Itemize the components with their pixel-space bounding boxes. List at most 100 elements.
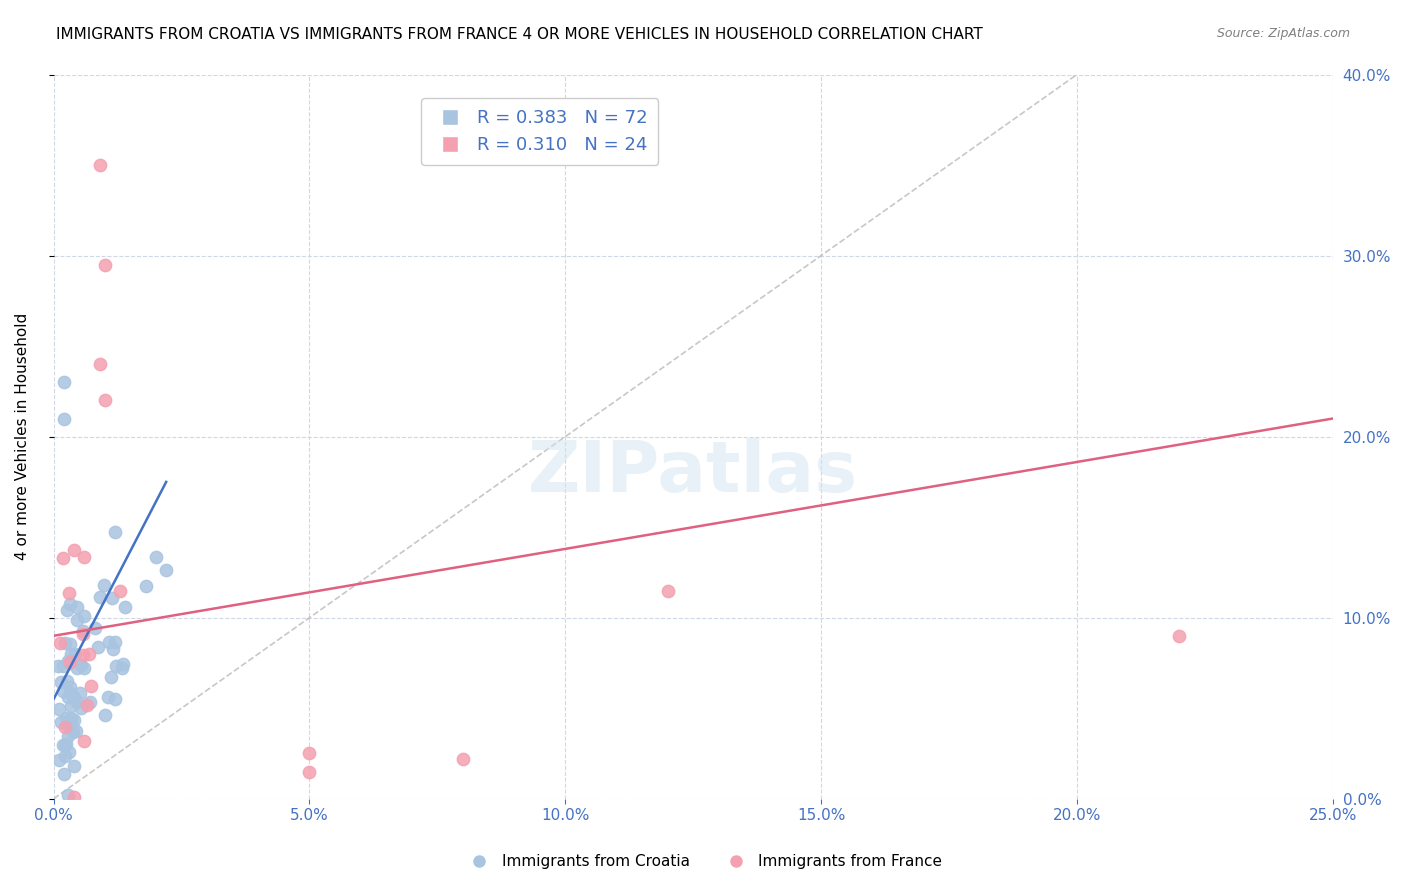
Immigrants from Croatia: [59, 637, 82, 651]
Immigrants from Croatia: [52, 658, 75, 673]
Immigrants from Croatia: [98, 634, 121, 648]
Immigrants from Croatia: [63, 691, 86, 706]
Immigrants from Croatia: [55, 711, 77, 725]
Immigrants from France: [63, 789, 86, 804]
Immigrants from Croatia: [111, 660, 134, 674]
Immigrants from France: [89, 357, 111, 371]
Immigrants from Croatia: [112, 657, 135, 671]
Legend: R = 0.383   N = 72, R = 0.310   N = 24: R = 0.383 N = 72, R = 0.310 N = 24: [420, 98, 658, 165]
Immigrants from Croatia: [51, 738, 73, 752]
Immigrants from Croatia: [49, 715, 72, 730]
Immigrants from Croatia: [94, 707, 117, 722]
Immigrants from Croatia: [66, 600, 89, 615]
Immigrants from France: [451, 752, 474, 766]
Immigrants from Croatia: [59, 698, 82, 713]
Immigrants from France: [58, 586, 80, 600]
Immigrants from Croatia: [58, 788, 80, 802]
Immigrants from Croatia: [65, 724, 87, 739]
Immigrants from France: [49, 636, 72, 650]
Immigrants from France: [89, 158, 111, 172]
Immigrants from Croatia: [53, 635, 76, 649]
Immigrants from Croatia: [73, 609, 96, 624]
Immigrants from Croatia: [93, 577, 115, 591]
Immigrants from France: [298, 764, 321, 779]
Immigrants from Croatia: [101, 642, 124, 657]
Immigrants from Croatia: [56, 714, 79, 729]
Immigrants from Croatia: [59, 686, 82, 700]
Immigrants from Croatia: [56, 654, 79, 668]
Immigrants from Croatia: [60, 719, 83, 733]
Immigrants from Croatia: [70, 657, 93, 672]
Immigrants from Croatia: [48, 753, 70, 767]
Immigrants from Croatia: [56, 674, 79, 689]
Y-axis label: 4 or more Vehicles in Household: 4 or more Vehicles in Household: [15, 313, 30, 560]
Immigrants from Croatia: [58, 745, 80, 759]
Immigrants from Croatia: [104, 692, 127, 706]
Immigrants from Croatia: [101, 591, 124, 605]
Immigrants from Croatia: [56, 718, 79, 732]
Immigrants from Croatia: [65, 613, 87, 627]
Immigrants from Croatia: [60, 711, 83, 725]
Immigrants from Croatia: [100, 669, 122, 683]
Immigrants from Croatia: [72, 624, 94, 638]
Immigrants from Croatia: [87, 640, 110, 655]
Immigrants from Croatia: [46, 659, 69, 673]
Immigrants from France: [76, 698, 98, 712]
Immigrants from Croatia: [79, 695, 101, 709]
Immigrants from Croatia: [58, 657, 80, 671]
Immigrants from Croatia: [114, 599, 136, 614]
Immigrants from Croatia: [66, 695, 89, 709]
Immigrants from Croatia: [62, 689, 84, 703]
Immigrants from France: [63, 543, 86, 558]
Immigrants from Croatia: [55, 737, 77, 751]
Immigrants from France: [73, 549, 96, 564]
Text: ZIPatlas: ZIPatlas: [529, 438, 858, 508]
Immigrants from Croatia: [104, 524, 127, 539]
Immigrants from Croatia: [53, 748, 76, 763]
Immigrants from France: [53, 720, 76, 734]
Immigrants from France: [94, 393, 117, 408]
Immigrants from Croatia: [104, 658, 127, 673]
Immigrants from Croatia: [53, 766, 76, 780]
Legend: Immigrants from Croatia, Immigrants from France: Immigrants from Croatia, Immigrants from…: [457, 848, 949, 875]
Immigrants from France: [79, 679, 101, 693]
Immigrants from Croatia: [51, 675, 73, 690]
Immigrants from France: [72, 648, 94, 662]
Immigrants from Croatia: [53, 738, 76, 752]
Immigrants from France: [298, 747, 321, 761]
Immigrants from Croatia: [60, 647, 83, 661]
Immigrants from Croatia: [59, 680, 82, 694]
Immigrants from Croatia: [135, 579, 157, 593]
Immigrants from France: [52, 551, 75, 566]
Immigrants from Croatia: [62, 724, 84, 739]
Immigrants from Croatia: [48, 702, 70, 716]
Immigrants from Croatia: [69, 701, 91, 715]
Immigrants from France: [73, 734, 96, 748]
Immigrants from Croatia: [58, 730, 80, 744]
Immigrants from Croatia: [62, 758, 84, 772]
Immigrants from Croatia: [69, 686, 91, 700]
Immigrants from Croatia: [63, 714, 86, 728]
Immigrants from Croatia: [145, 550, 167, 565]
Immigrants from France: [77, 647, 100, 661]
Immigrants from Croatia: [52, 411, 75, 425]
Immigrants from France: [94, 258, 117, 272]
Immigrants from Croatia: [104, 634, 127, 648]
Immigrants from Croatia: [65, 647, 87, 661]
Immigrants from Croatia: [89, 590, 111, 604]
Immigrants from Croatia: [52, 376, 75, 390]
Text: Source: ZipAtlas.com: Source: ZipAtlas.com: [1216, 27, 1350, 40]
Immigrants from France: [1168, 629, 1191, 643]
Immigrants from Croatia: [65, 661, 87, 675]
Immigrants from Croatia: [59, 597, 82, 611]
Immigrants from Croatia: [155, 564, 177, 578]
Immigrants from France: [657, 583, 679, 598]
Immigrants from Croatia: [56, 602, 79, 616]
Immigrants from Croatia: [52, 684, 75, 698]
Immigrants from Croatia: [83, 621, 105, 635]
Immigrants from France: [59, 655, 82, 669]
Immigrants from France: [72, 626, 94, 640]
Text: IMMIGRANTS FROM CROATIA VS IMMIGRANTS FROM FRANCE 4 OR MORE VEHICLES IN HOUSEHOL: IMMIGRANTS FROM CROATIA VS IMMIGRANTS FR…: [56, 27, 983, 42]
Immigrants from Croatia: [73, 661, 96, 675]
Immigrants from France: [108, 583, 131, 598]
